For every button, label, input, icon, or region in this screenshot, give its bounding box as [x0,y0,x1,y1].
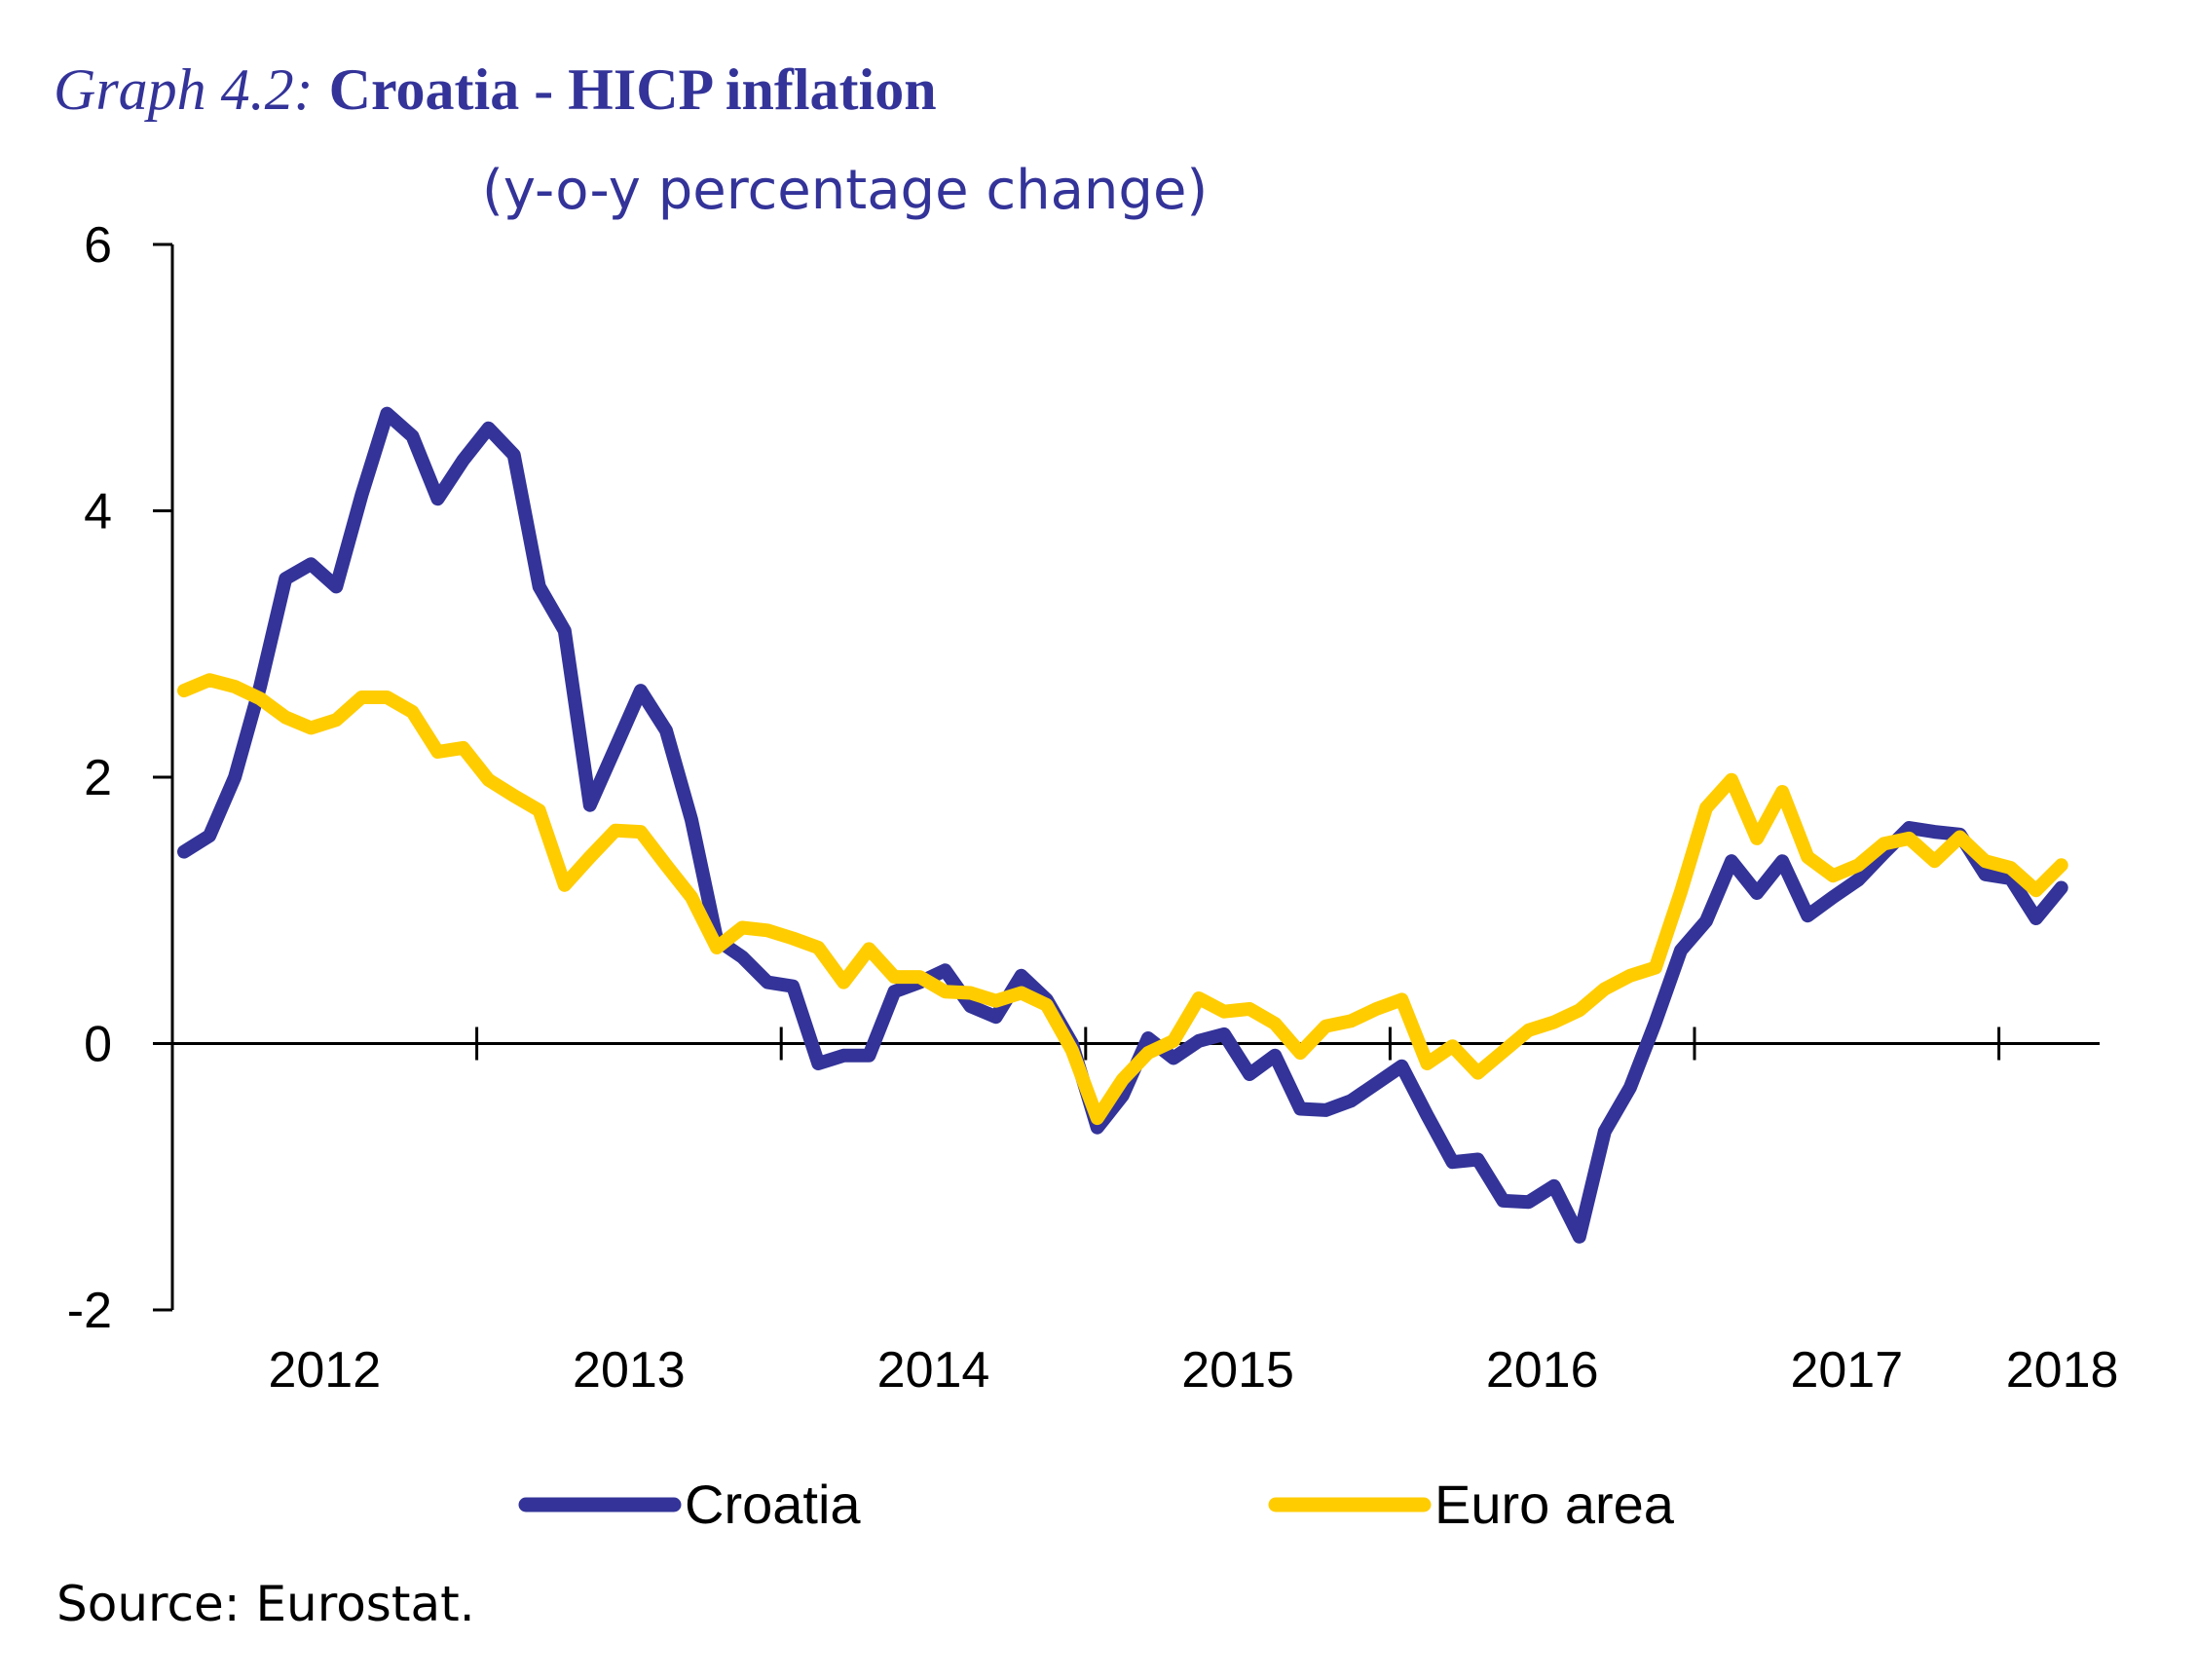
y-tick-label: -2 [67,1283,112,1339]
title-prefix: Graph 4.2: [54,57,314,122]
title-main: Croatia - HICP inflation [329,57,937,122]
series-line-croatia [177,406,2068,1244]
x-tick-label: 2015 [1181,1342,1294,1399]
x-tick-labels: 2012 2013 2014 2015 2016 2017 2018 [268,1342,2118,1399]
x-tick-label: 2013 [573,1342,686,1399]
series-line-euro-area [177,673,2068,1126]
y-tick-labels: -2 0 2 4 6 [67,217,112,1339]
legend: Croatia Euro area [518,1474,1675,1535]
chart-title: Graph 4.2: Croatia - HICP inflation [54,57,937,122]
source-note: Source: Eurostat. [56,1576,475,1632]
y-tick-label: 4 [84,484,112,541]
y-tick-label: 2 [84,750,112,806]
axes [153,243,2100,1312]
x-tick-label: 2016 [1486,1342,1599,1399]
y-tick-label: 6 [84,217,112,274]
x-tick-label: 2012 [268,1342,381,1399]
series-lines [177,406,2068,1244]
x-tick-label: 2014 [877,1342,990,1399]
y-tick-label: 0 [84,1017,112,1073]
chart-subtitle: (y-o-y percentage change) [482,159,1208,222]
x-tick-label: 2017 [1790,1342,1903,1399]
legend-label-croatia: Croatia [685,1474,861,1535]
legend-label-euro-area: Euro area [1434,1474,1675,1535]
x-tick-label: 2018 [2006,1342,2119,1399]
